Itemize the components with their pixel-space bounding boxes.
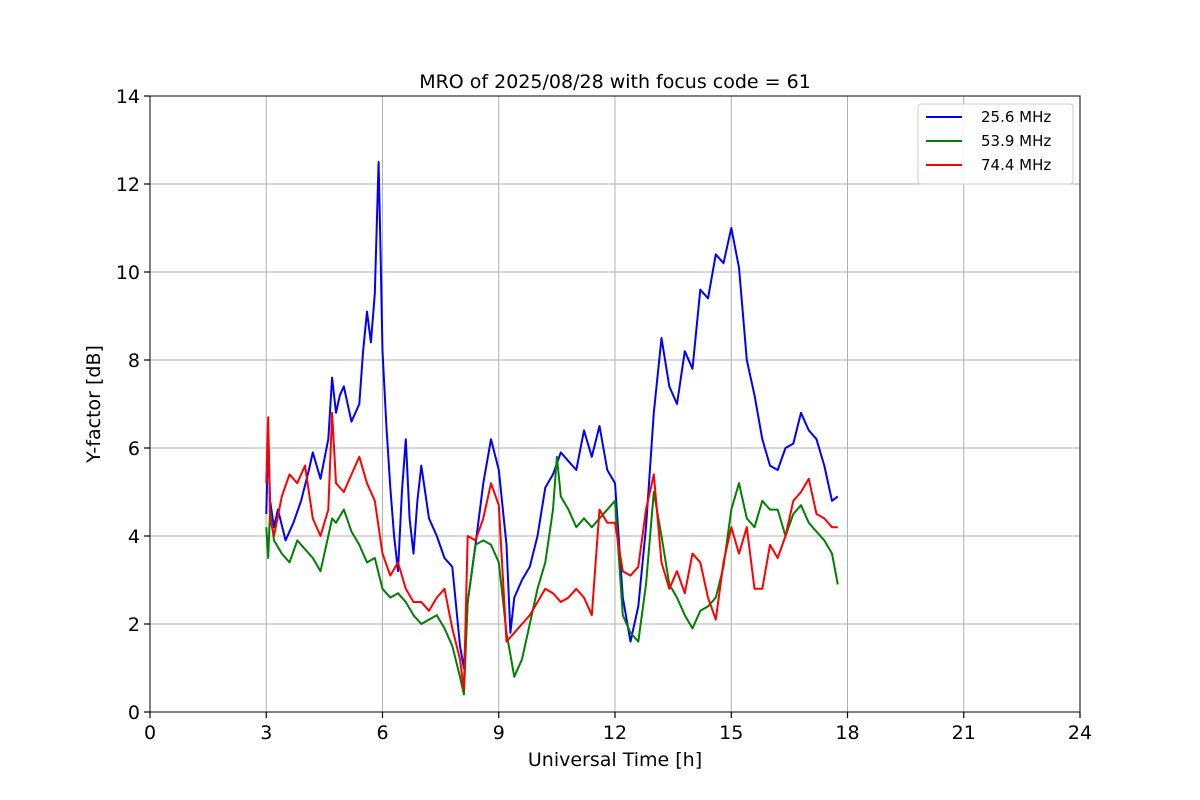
x-tick-label: 6 (376, 722, 388, 744)
legend: 25.6 MHz 53.9 MHz 74.4 MHz (917, 103, 1074, 185)
x-tick-label: 24 (1068, 722, 1092, 744)
chart-title: MRO of 2025/08/28 with focus code = 61 (419, 71, 811, 93)
x-tick-label: 21 (952, 722, 976, 744)
legend-label: 25.6 MHz (981, 108, 1051, 126)
x-tick-label: 3 (260, 722, 272, 744)
x-tick-label: 18 (835, 722, 859, 744)
x-axis-label: Universal Time [h] (528, 749, 702, 771)
series-line-74-4-mhz (265, 411, 838, 691)
y-axis-label: Y-factor [dB] (83, 345, 105, 464)
legend-label: 74.4 MHz (981, 156, 1051, 174)
series-line-25-6-mhz (265, 161, 839, 669)
y-tick-label: 14 (116, 86, 140, 108)
y-tick-label: 12 (116, 174, 140, 196)
y-tick-label: 10 (116, 262, 140, 284)
y-tick-label: 6 (128, 438, 140, 460)
y-tick-label: 2 (128, 614, 140, 636)
x-tick-label: 9 (493, 722, 505, 744)
y-tick-label: 4 (128, 526, 140, 548)
y-tick-label: 0 (128, 702, 140, 724)
x-tick-label: 0 (144, 722, 156, 744)
series-line-53-9-mhz (265, 455, 839, 696)
y-tick-label: 8 (128, 350, 140, 372)
x-tick-label: 15 (719, 722, 743, 744)
series-layer (265, 161, 839, 696)
legend-label: 53.9 MHz (981, 132, 1051, 150)
x-tick-label: 12 (603, 722, 627, 744)
